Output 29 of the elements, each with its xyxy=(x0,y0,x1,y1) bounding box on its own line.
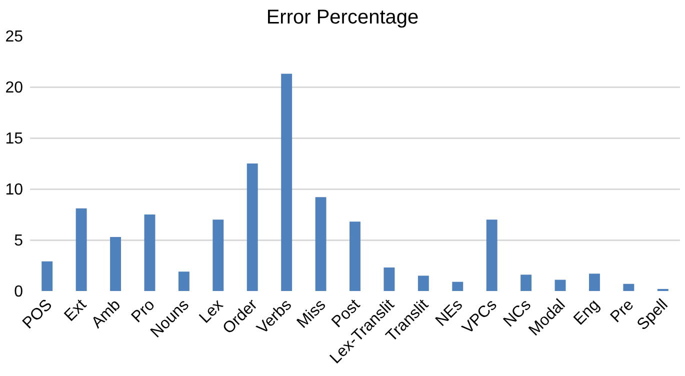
bar xyxy=(486,220,498,291)
bar xyxy=(42,261,53,291)
bar xyxy=(315,197,326,291)
y-tick-label: 20 xyxy=(5,80,24,97)
bar xyxy=(554,280,566,291)
bar xyxy=(418,276,429,291)
bar xyxy=(76,208,87,291)
x-tick-label: Pre xyxy=(608,296,638,326)
bar xyxy=(212,220,224,291)
y-tick-label: 25 xyxy=(5,28,24,46)
y-tick-label: 10 xyxy=(5,182,24,199)
bar xyxy=(589,274,600,291)
bar xyxy=(281,74,292,291)
bar xyxy=(110,236,121,291)
x-tick-label: Miss xyxy=(294,296,330,332)
bar xyxy=(384,268,395,291)
y-tick-label: 5 xyxy=(14,232,24,250)
y-tick-label: 0 xyxy=(14,284,24,301)
bar xyxy=(623,284,634,291)
bar xyxy=(452,282,464,291)
bar xyxy=(350,222,360,291)
y-tick-label: 15 xyxy=(5,130,24,148)
x-tick-label: Eng xyxy=(570,296,603,329)
bar xyxy=(178,272,190,291)
bar xyxy=(520,274,532,291)
bar xyxy=(144,214,156,291)
chart-title: Error Percentage xyxy=(266,6,419,28)
x-tick-label: Ext xyxy=(61,296,90,325)
bar xyxy=(246,164,258,291)
